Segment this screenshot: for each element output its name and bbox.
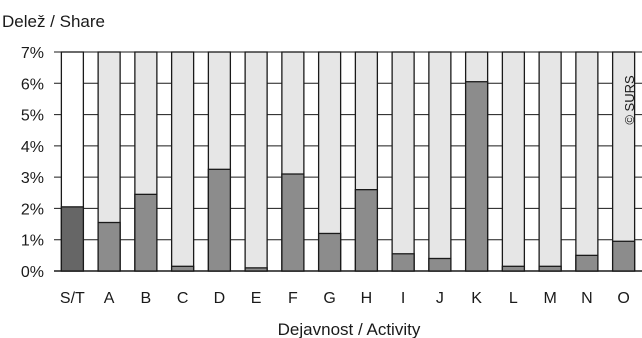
bar-background-J	[428, 51, 452, 272]
y-tick-label: 3%	[21, 170, 44, 187]
bar-G	[317, 232, 342, 272]
x-tick-label: L	[509, 290, 518, 307]
x-tick-label: M	[543, 290, 556, 307]
y-tick-label: 5%	[21, 108, 44, 125]
bar-A	[97, 221, 121, 272]
x-tick-label: I	[401, 290, 405, 307]
x-tick-label: J	[436, 290, 444, 307]
bar-S/T	[60, 206, 85, 272]
x-axis-labels: S/T A B C D E F G H I J K L M N O	[60, 290, 630, 307]
y-tick-label: 4%	[21, 139, 44, 156]
x-tick-label: E	[251, 290, 262, 307]
x-tick-label: N	[581, 290, 593, 307]
y-tick-label: 0%	[21, 264, 44, 281]
x-tick-label: K	[471, 290, 482, 307]
y-tick-label: 6%	[21, 76, 44, 93]
y-tick-label: 1%	[21, 233, 44, 250]
bar-L	[501, 265, 526, 272]
bar-O	[611, 240, 636, 272]
bars	[60, 51, 636, 272]
y-axis-title: Delež / Share	[2, 12, 105, 31]
x-tick-label: S/T	[60, 290, 85, 307]
bar-I	[391, 253, 415, 272]
y-tick-label: 2%	[21, 201, 44, 218]
x-tick-label: D	[214, 290, 226, 307]
bar-background-I	[391, 51, 415, 272]
x-tick-label: O	[617, 290, 629, 307]
bar-background-L	[501, 51, 526, 272]
bar-background-N	[575, 51, 599, 272]
x-tick-label: B	[141, 290, 152, 307]
bar-F	[281, 173, 305, 272]
bar-B	[134, 193, 158, 272]
bar-M	[538, 265, 562, 272]
x-axis-title: Dejavnost / Activity	[278, 320, 421, 338]
bar-K	[464, 81, 489, 272]
bar-E	[244, 267, 268, 272]
bar-background-M	[538, 51, 562, 272]
y-tick-label: 7%	[21, 45, 44, 62]
y-axis-ticks: 0% 1% 2% 3% 4% 5% 6% 7%	[21, 45, 44, 281]
x-tick-label: H	[361, 290, 373, 307]
bar-J	[428, 257, 452, 272]
bar-background-E	[244, 51, 268, 272]
bar-D	[207, 168, 232, 272]
x-tick-label: C	[177, 290, 189, 307]
x-tick-label: G	[323, 290, 335, 307]
x-tick-label: A	[104, 290, 115, 307]
bar-background-C	[170, 51, 195, 272]
x-tick-label: F	[288, 290, 298, 307]
bar-N	[575, 254, 599, 272]
copyright-watermark: © SURS	[622, 75, 637, 125]
bar-C	[170, 265, 195, 272]
bar-H	[354, 189, 379, 272]
